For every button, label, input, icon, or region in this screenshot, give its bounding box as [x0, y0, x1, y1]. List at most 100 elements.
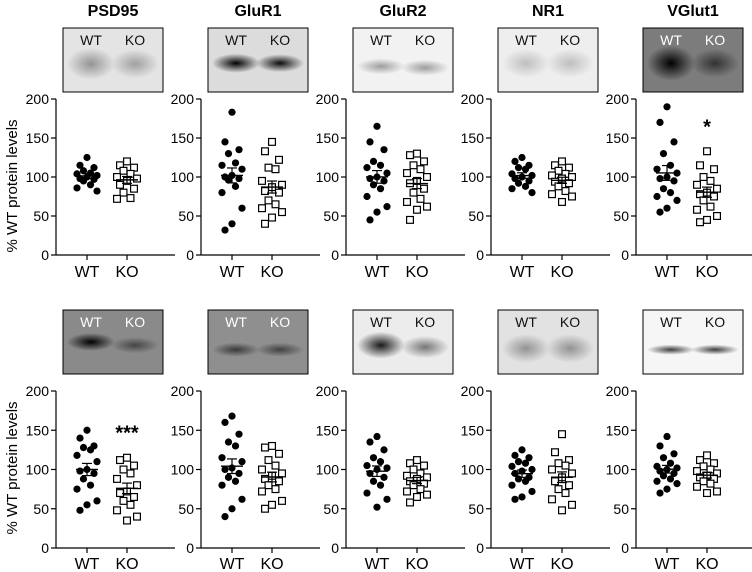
wt-point [653, 165, 661, 173]
blot-frame [642, 309, 744, 375]
y-tick-label: 200 [171, 383, 195, 399]
wt-mean-sem [656, 464, 678, 474]
y-tick-label: 50 [323, 208, 339, 224]
blot-lane-label: KO [415, 32, 435, 48]
ko-point [702, 451, 711, 460]
ko-point [275, 155, 284, 164]
y-tick-label: 100 [606, 169, 630, 185]
wt-points [508, 446, 536, 503]
wt-point [673, 480, 681, 488]
ko-mean-sem [551, 176, 573, 185]
ko-point [712, 487, 721, 496]
ko-point [557, 157, 566, 166]
ko-point [126, 469, 135, 478]
wt-point [383, 495, 391, 503]
wt-point [656, 118, 664, 126]
ko-point [409, 161, 418, 170]
ko-point [122, 453, 131, 462]
ko-mean-sem [406, 177, 428, 190]
ko-point [268, 213, 277, 222]
wt-mean-sem [366, 169, 388, 184]
ko-point [702, 215, 711, 224]
wt-point [659, 185, 668, 193]
wt-point [224, 150, 233, 158]
ko-point [409, 481, 418, 490]
wt-point [76, 467, 84, 475]
x-tick-label: KO [405, 264, 428, 281]
wt-point [224, 473, 233, 481]
wt-point [231, 477, 240, 485]
wt-point [363, 192, 371, 201]
ko-point [115, 180, 124, 189]
significance-marker: * [703, 116, 711, 138]
y-tick-label: 0 [41, 247, 49, 263]
x-tick-label: WT [220, 556, 245, 572]
blot-lane-label: KO [705, 314, 725, 330]
wt-mean-sem [76, 462, 98, 477]
wt-point [521, 459, 530, 467]
x-tick-label: KO [115, 556, 138, 572]
y-tick-label: 0 [331, 540, 339, 556]
x-tick-label: WT [365, 556, 390, 572]
blot-band [502, 334, 550, 363]
panel-nlgn2: Nlgn2WTKO050100150200WTKO [171, 309, 320, 572]
blot-band [401, 59, 449, 76]
wt-point [653, 477, 661, 485]
panel-title: GluR2 [379, 3, 426, 20]
wt-point [508, 481, 516, 489]
blot-band [691, 344, 739, 355]
ko-point [695, 161, 704, 170]
wt-point [528, 487, 536, 496]
ko-point [706, 202, 715, 211]
wt-point [656, 208, 664, 216]
x-tick-label: WT [510, 556, 535, 572]
ko-point [561, 187, 570, 196]
ko-point [706, 479, 715, 488]
y-tick-label: 200 [171, 91, 195, 107]
wt-point [83, 426, 91, 434]
x-tick-label: KO [260, 556, 283, 572]
ko-point [423, 173, 432, 182]
y-tick-label: 150 [26, 130, 50, 146]
wt-point [221, 465, 229, 474]
wt-point [83, 153, 91, 162]
wt-point [231, 442, 240, 450]
wt-point [666, 475, 675, 483]
wt-point [656, 489, 664, 497]
wt-point [514, 179, 523, 187]
wt-point [514, 475, 523, 483]
wt-point [93, 187, 101, 195]
western-blot: WT KO [62, 309, 164, 375]
y-tick-label: 0 [621, 540, 629, 556]
y-tick-label: 150 [606, 130, 630, 146]
wt-point [86, 181, 95, 189]
x-tick-label: KO [405, 556, 428, 572]
blot-lane-label: KO [125, 314, 145, 330]
y-tick-label: 0 [476, 540, 484, 556]
wt-point [235, 174, 243, 183]
y-tick-label: 50 [613, 501, 629, 517]
ko-point [126, 194, 135, 203]
western-blot: WT KO [207, 27, 309, 93]
wt-point [76, 434, 84, 442]
ko-point [406, 215, 415, 224]
wt-point [76, 161, 84, 169]
ko-point [557, 430, 566, 439]
wt-point [376, 161, 385, 169]
ko-point [122, 516, 131, 525]
y-tick-label: 100 [171, 169, 195, 185]
blot-band [67, 47, 115, 80]
wt-point [224, 438, 233, 446]
ko-point [264, 196, 273, 205]
y-axis-label-bottom: % WT protein levels [4, 401, 21, 534]
wt-point [514, 164, 523, 172]
y-tick-label: 150 [26, 422, 50, 438]
wt-point [518, 446, 526, 454]
ko-point [554, 485, 563, 494]
y-tick-label: 0 [331, 247, 339, 263]
blot-lane-label: WT [370, 314, 392, 330]
ko-mean-sem [551, 471, 573, 484]
western-blot: WT KO [352, 309, 454, 375]
ko-point [112, 506, 121, 515]
